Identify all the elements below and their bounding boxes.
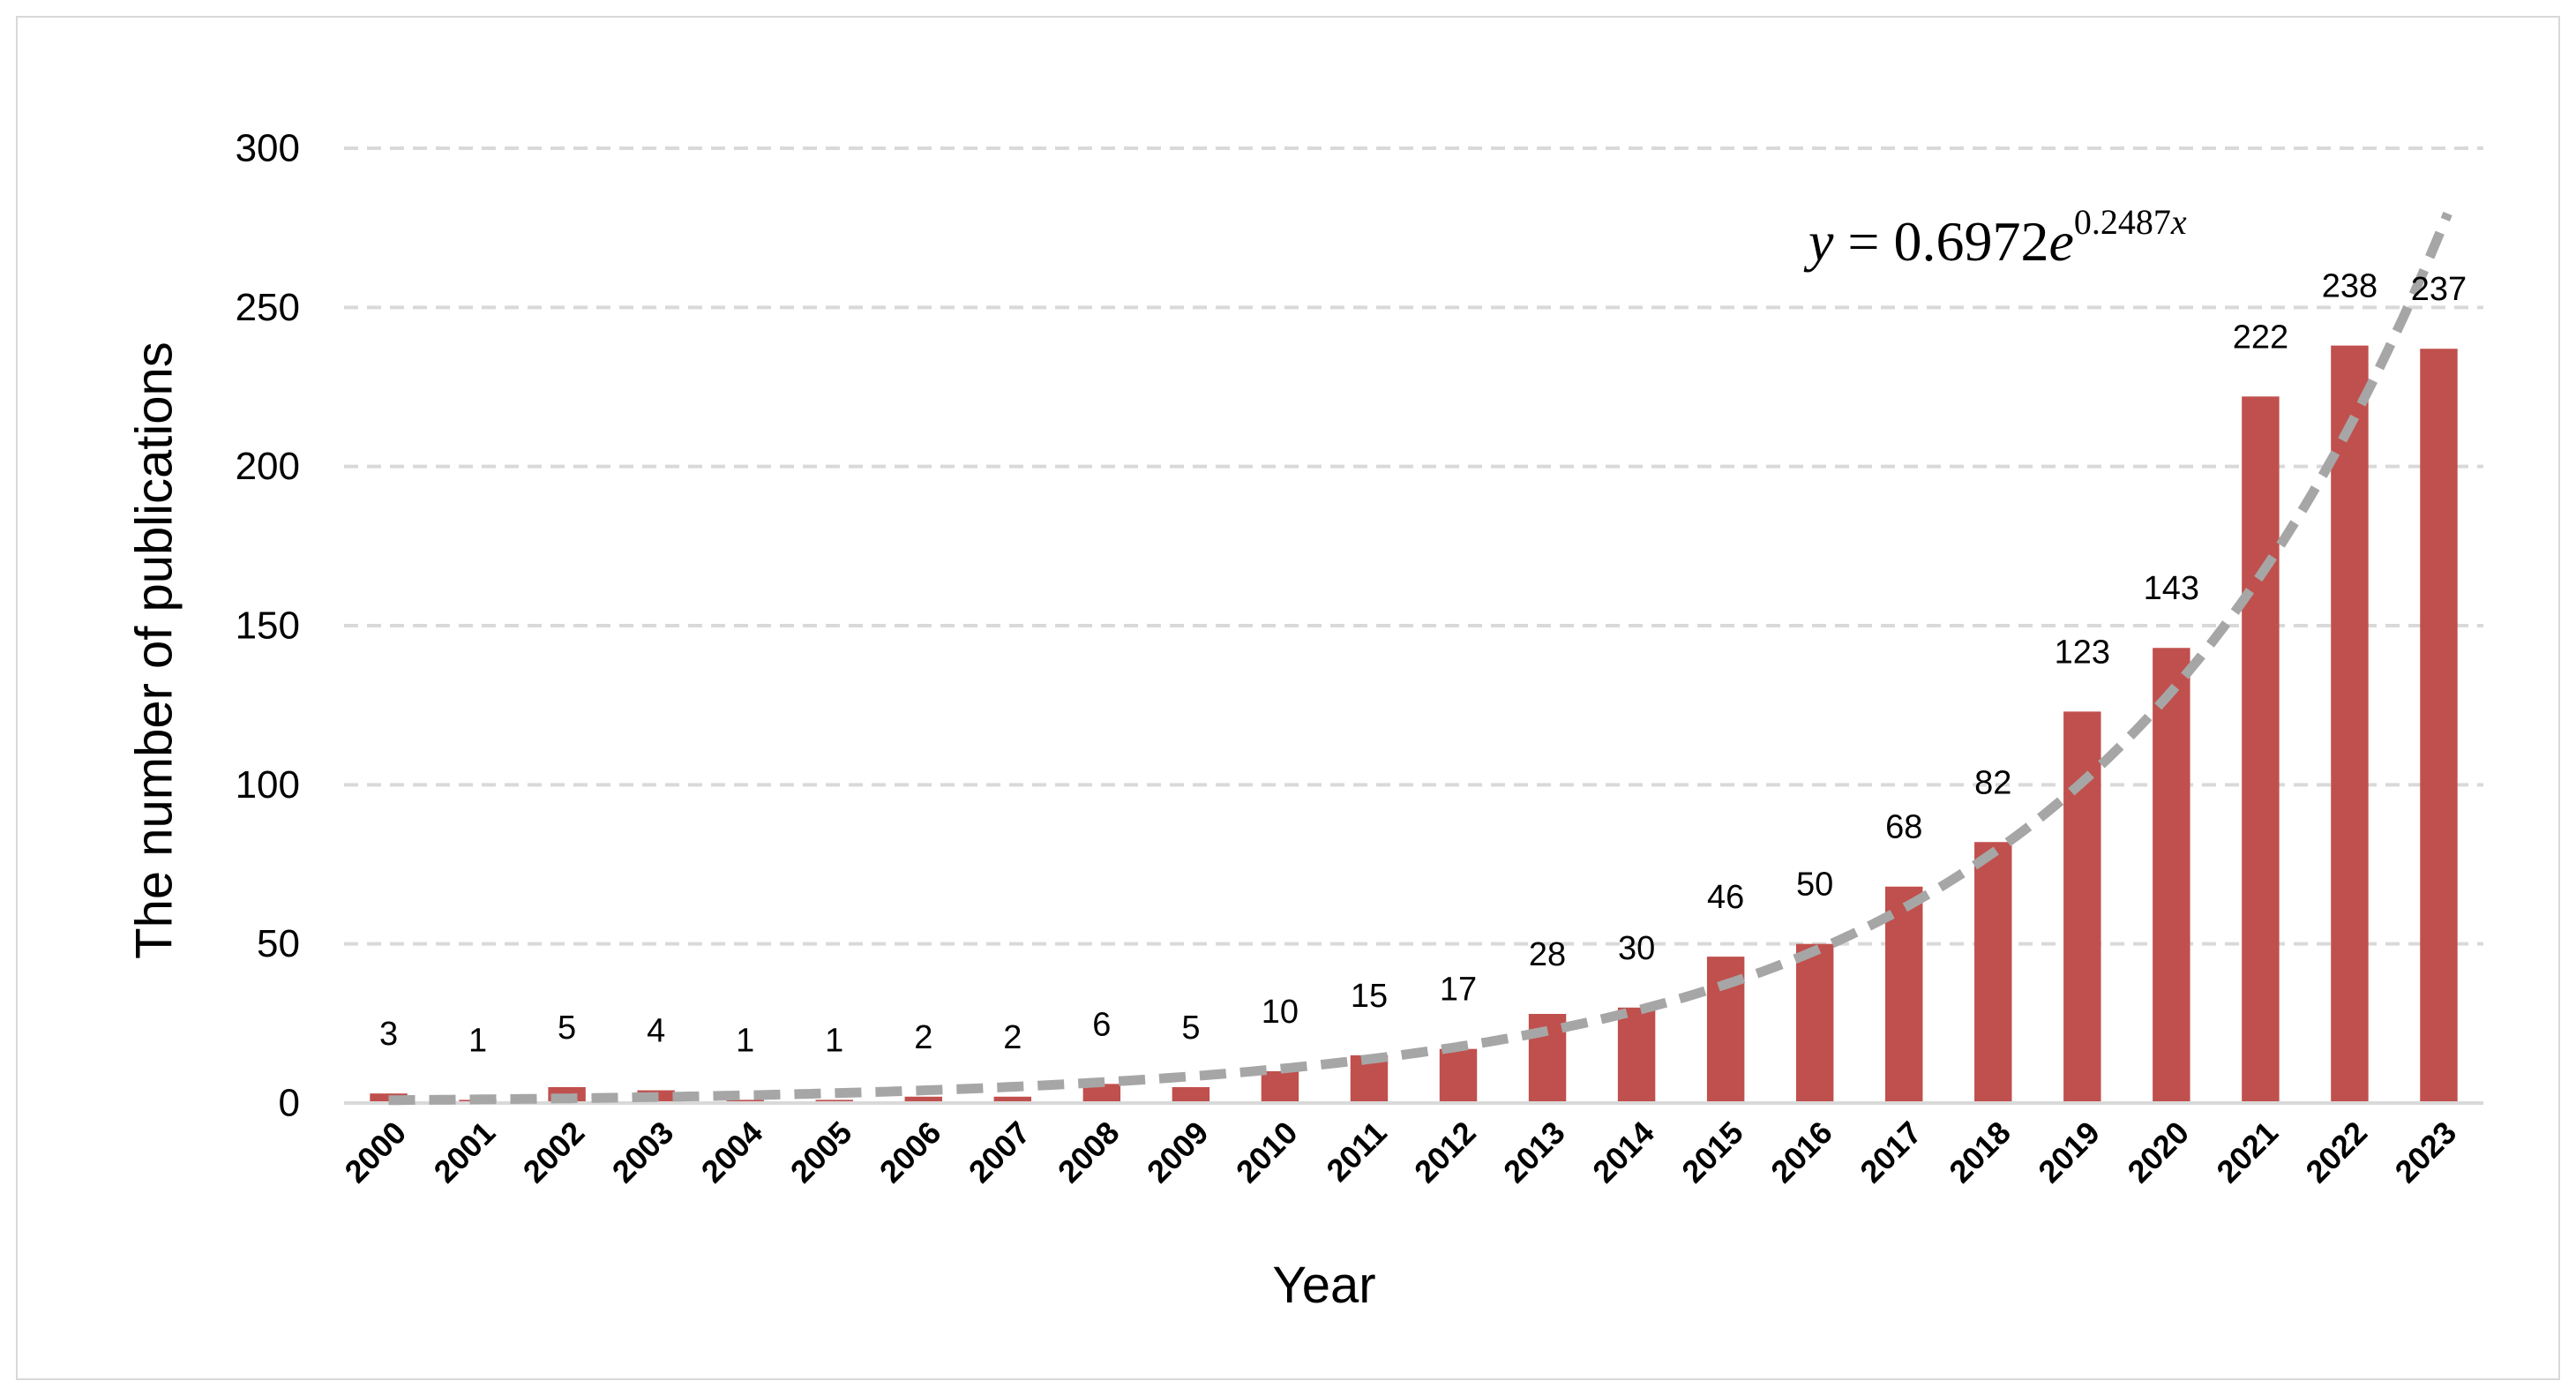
y-tick-200: 200 [236,445,300,488]
x-tick-2023: 2023 [2388,1115,2464,1190]
data-label-2002: 5 [558,1009,576,1047]
data-label-2021: 222 [2233,319,2288,356]
x-tick-2012: 2012 [1407,1115,1483,1190]
x-tick-labels: 2000 2001 2002 2003 2004 2005 2006 2007 2008 2009… [338,1115,2464,1190]
bar-2022 [2331,345,2369,1103]
data-label-2013: 28 [1529,936,1566,973]
data-label-2001: 1 [468,1022,487,1059]
bar-2016 [1795,943,1834,1103]
bar-2008 [1082,1084,1121,1103]
x-tick-2018: 2018 [1942,1115,2018,1190]
x-tick-2019: 2019 [2031,1115,2107,1190]
x-tick-2007: 2007 [962,1115,1037,1190]
data-label-2015: 46 [1707,879,1744,916]
data-label-2014: 30 [1618,930,1655,967]
equation-base: e [2049,210,2074,273]
bar-2006 [904,1096,942,1103]
trendline-equation: y = 0.6972e0.2487x [1803,202,2187,273]
bar-2010 [1261,1070,1299,1103]
data-label-2008: 6 [1092,1006,1111,1043]
data-label-2022: 238 [2322,268,2378,305]
bar-2019 [2063,711,2101,1103]
y-tick-250: 250 [236,286,300,329]
trendline [388,211,2452,1106]
equation-exponent: 0.2487 [2074,202,2171,242]
x-tick-2002: 2002 [516,1115,592,1190]
data-label-2016: 50 [1796,867,1833,904]
y-tick-300: 300 [236,127,300,170]
bar-2014 [1617,1007,1656,1103]
data-label-2005: 1 [825,1022,843,1059]
exponential-trendline [388,211,2452,1106]
bar-2018 [1974,842,2012,1103]
equation-exponent-var: x [2170,202,2187,242]
bars [370,345,2458,1104]
x-tick-2011: 2011 [1319,1115,1393,1189]
chart-frame [16,16,2560,1380]
x-tick-2016: 2016 [1764,1115,1839,1190]
equation-equals: = [1833,210,1893,273]
bar-2007 [993,1096,1032,1103]
equation-lhs: y [1803,210,1834,273]
y-axis-title: The number of publications [126,341,183,959]
data-label-2023: 237 [2411,271,2467,308]
x-tick-2015: 2015 [1674,1115,1750,1190]
data-label-2011: 15 [1351,978,1388,1015]
y-tick-100: 100 [236,763,300,807]
x-tick-2017: 2017 [1853,1115,1928,1190]
data-label-2019: 123 [2055,634,2110,671]
data-label-2020: 143 [2144,570,2199,607]
grid-lines [344,146,2483,946]
y-tick-150: 150 [236,604,300,648]
data-label-2007: 2 [1003,1019,1022,1056]
x-tick-2008: 2008 [1051,1115,1127,1190]
data-label-2003: 4 [647,1013,665,1050]
bar-2009 [1172,1086,1210,1103]
x-tick-2022: 2022 [2298,1115,2374,1190]
data-label-2004: 1 [736,1022,754,1059]
x-tick-2006: 2006 [872,1115,948,1190]
bar-2012 [1439,1048,1478,1103]
x-tick-2009: 2009 [1140,1115,1216,1190]
data-label-2006: 2 [914,1019,932,1056]
bar-2021 [2242,396,2280,1103]
y-tick-labels: 0 50 100 150 200 250 300 [236,127,300,1125]
x-tick-2003: 2003 [605,1115,681,1190]
data-label-2000: 3 [379,1016,398,1053]
data-label-2017: 68 [1885,809,1922,846]
data-label-2018: 82 [1974,764,2011,801]
y-tick-0: 0 [279,1082,300,1125]
x-axis-title: Year [1272,1257,1375,1314]
data-label-2010: 10 [1262,994,1299,1031]
bar-2013 [1528,1014,1567,1103]
x-tick-2001: 2001 [427,1115,503,1190]
x-tick-2005: 2005 [783,1115,859,1190]
equation-coef: 0.6972 [1894,210,2049,273]
data-label-2012: 17 [1440,972,1477,1009]
x-tick-2013: 2013 [1496,1115,1572,1190]
x-tick-2014: 2014 [1585,1115,1661,1190]
x-tick-2020: 2020 [2120,1115,2196,1190]
y-tick-50: 50 [257,922,300,965]
bar-2023 [2420,349,2458,1104]
data-label-2009: 5 [1181,1009,1200,1047]
x-tick-2010: 2010 [1229,1115,1305,1190]
bar-2017 [1885,886,1923,1103]
bar-2020 [2153,648,2190,1103]
x-tick-2021: 2021 [2209,1115,2285,1190]
x-tick-2004: 2004 [694,1115,770,1190]
x-tick-2000: 2000 [338,1115,414,1190]
